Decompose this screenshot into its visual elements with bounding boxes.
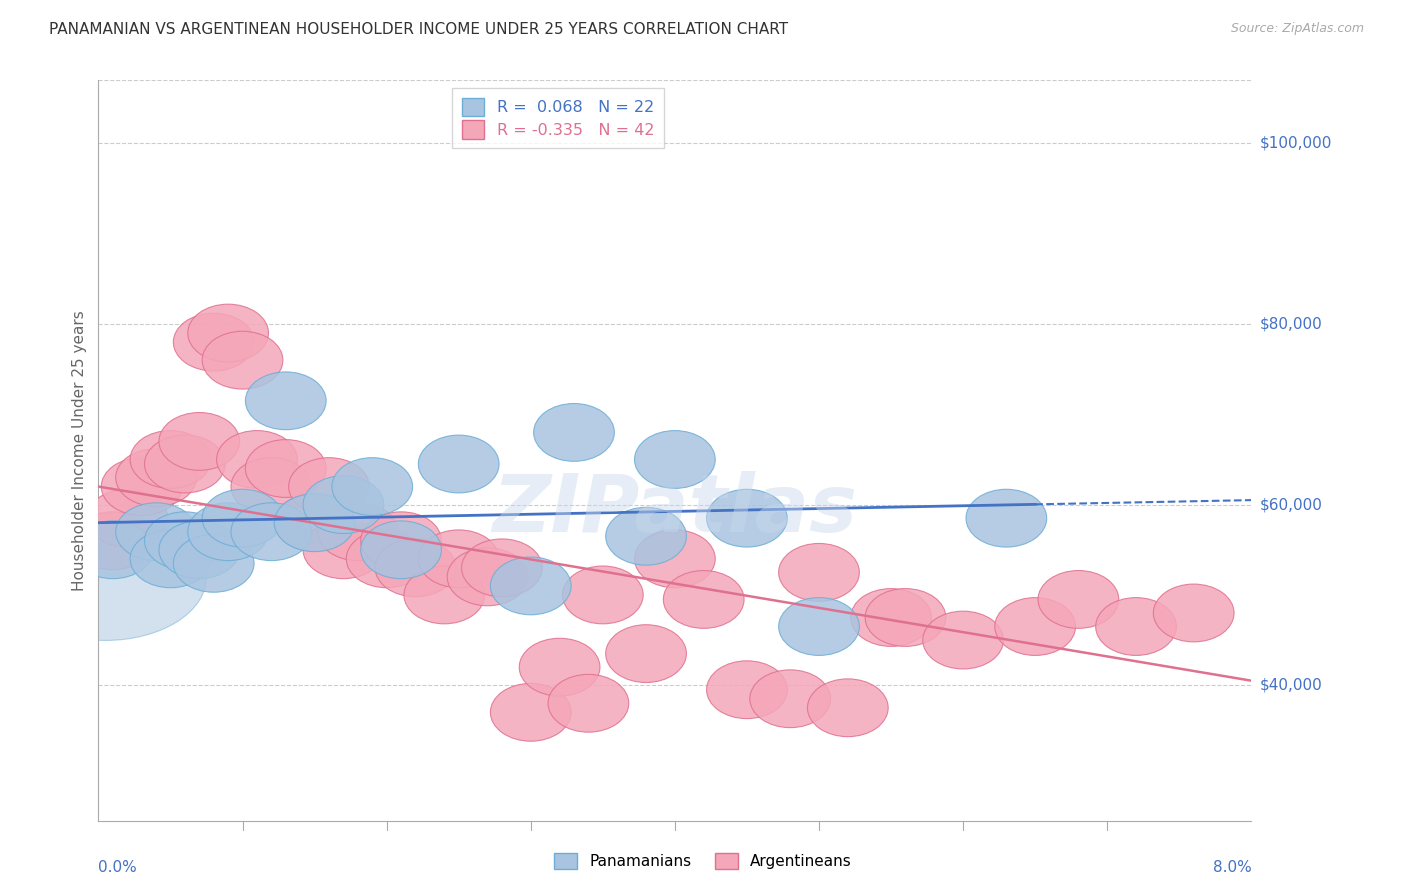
Ellipse shape (419, 530, 499, 588)
Ellipse shape (173, 313, 254, 371)
Ellipse shape (807, 679, 889, 737)
Text: Source: ZipAtlas.com: Source: ZipAtlas.com (1230, 22, 1364, 36)
Text: ZIPatlas: ZIPatlas (492, 471, 858, 549)
Ellipse shape (491, 683, 571, 741)
Ellipse shape (447, 548, 527, 606)
Ellipse shape (1095, 598, 1177, 656)
Ellipse shape (534, 403, 614, 461)
Ellipse shape (461, 539, 543, 597)
Ellipse shape (491, 557, 571, 615)
Ellipse shape (375, 539, 456, 597)
Ellipse shape (606, 508, 686, 566)
Text: 0.0%: 0.0% (98, 860, 138, 874)
Ellipse shape (707, 661, 787, 719)
Text: PANAMANIAN VS ARGENTINEAN HOUSEHOLDER INCOME UNDER 25 YEARS CORRELATION CHART: PANAMANIAN VS ARGENTINEAN HOUSEHOLDER IN… (49, 22, 789, 37)
Ellipse shape (865, 589, 946, 647)
Ellipse shape (779, 543, 859, 601)
Ellipse shape (202, 490, 283, 547)
Ellipse shape (101, 458, 181, 516)
Ellipse shape (922, 611, 1004, 669)
Ellipse shape (404, 566, 485, 624)
Ellipse shape (851, 589, 931, 647)
Ellipse shape (548, 674, 628, 732)
Ellipse shape (173, 534, 254, 592)
Legend: R =  0.068   N = 22, R = -0.335   N = 42: R = 0.068 N = 22, R = -0.335 N = 42 (453, 88, 664, 148)
Legend: Panamanians, Argentineans: Panamanians, Argentineans (548, 847, 858, 875)
Ellipse shape (304, 521, 384, 579)
Ellipse shape (519, 639, 600, 696)
Ellipse shape (634, 431, 716, 489)
Ellipse shape (131, 431, 211, 489)
Ellipse shape (217, 431, 297, 489)
Text: $40,000: $40,000 (1260, 678, 1323, 693)
Ellipse shape (361, 521, 441, 579)
Ellipse shape (288, 458, 370, 516)
Ellipse shape (274, 494, 354, 551)
Ellipse shape (4, 513, 207, 640)
Text: $80,000: $80,000 (1260, 317, 1323, 332)
Ellipse shape (73, 521, 153, 579)
Text: 8.0%: 8.0% (1212, 860, 1251, 874)
Text: $100,000: $100,000 (1260, 136, 1331, 151)
Ellipse shape (707, 490, 787, 547)
Ellipse shape (318, 503, 398, 560)
Ellipse shape (606, 624, 686, 682)
Ellipse shape (995, 598, 1076, 656)
Ellipse shape (1153, 584, 1234, 642)
Ellipse shape (73, 512, 153, 570)
Ellipse shape (231, 458, 312, 516)
Ellipse shape (145, 435, 225, 493)
Ellipse shape (145, 512, 225, 570)
Ellipse shape (131, 530, 211, 588)
Ellipse shape (188, 503, 269, 560)
Ellipse shape (562, 566, 643, 624)
Ellipse shape (419, 435, 499, 493)
Ellipse shape (159, 521, 239, 579)
Ellipse shape (304, 475, 384, 533)
Ellipse shape (188, 304, 269, 362)
Ellipse shape (231, 503, 312, 560)
Ellipse shape (274, 494, 354, 551)
Ellipse shape (332, 458, 412, 516)
Ellipse shape (779, 598, 859, 656)
Text: $60,000: $60,000 (1260, 497, 1323, 512)
Ellipse shape (966, 490, 1046, 547)
Y-axis label: Householder Income Under 25 years: Householder Income Under 25 years (72, 310, 87, 591)
Ellipse shape (749, 670, 831, 728)
Ellipse shape (1038, 571, 1119, 628)
Ellipse shape (115, 503, 197, 560)
Ellipse shape (634, 530, 716, 588)
Ellipse shape (346, 530, 427, 588)
Ellipse shape (115, 449, 197, 507)
Ellipse shape (246, 372, 326, 430)
Ellipse shape (246, 440, 326, 498)
Ellipse shape (159, 412, 239, 470)
Ellipse shape (202, 331, 283, 389)
Ellipse shape (87, 490, 167, 547)
Ellipse shape (361, 512, 441, 570)
Ellipse shape (664, 571, 744, 628)
